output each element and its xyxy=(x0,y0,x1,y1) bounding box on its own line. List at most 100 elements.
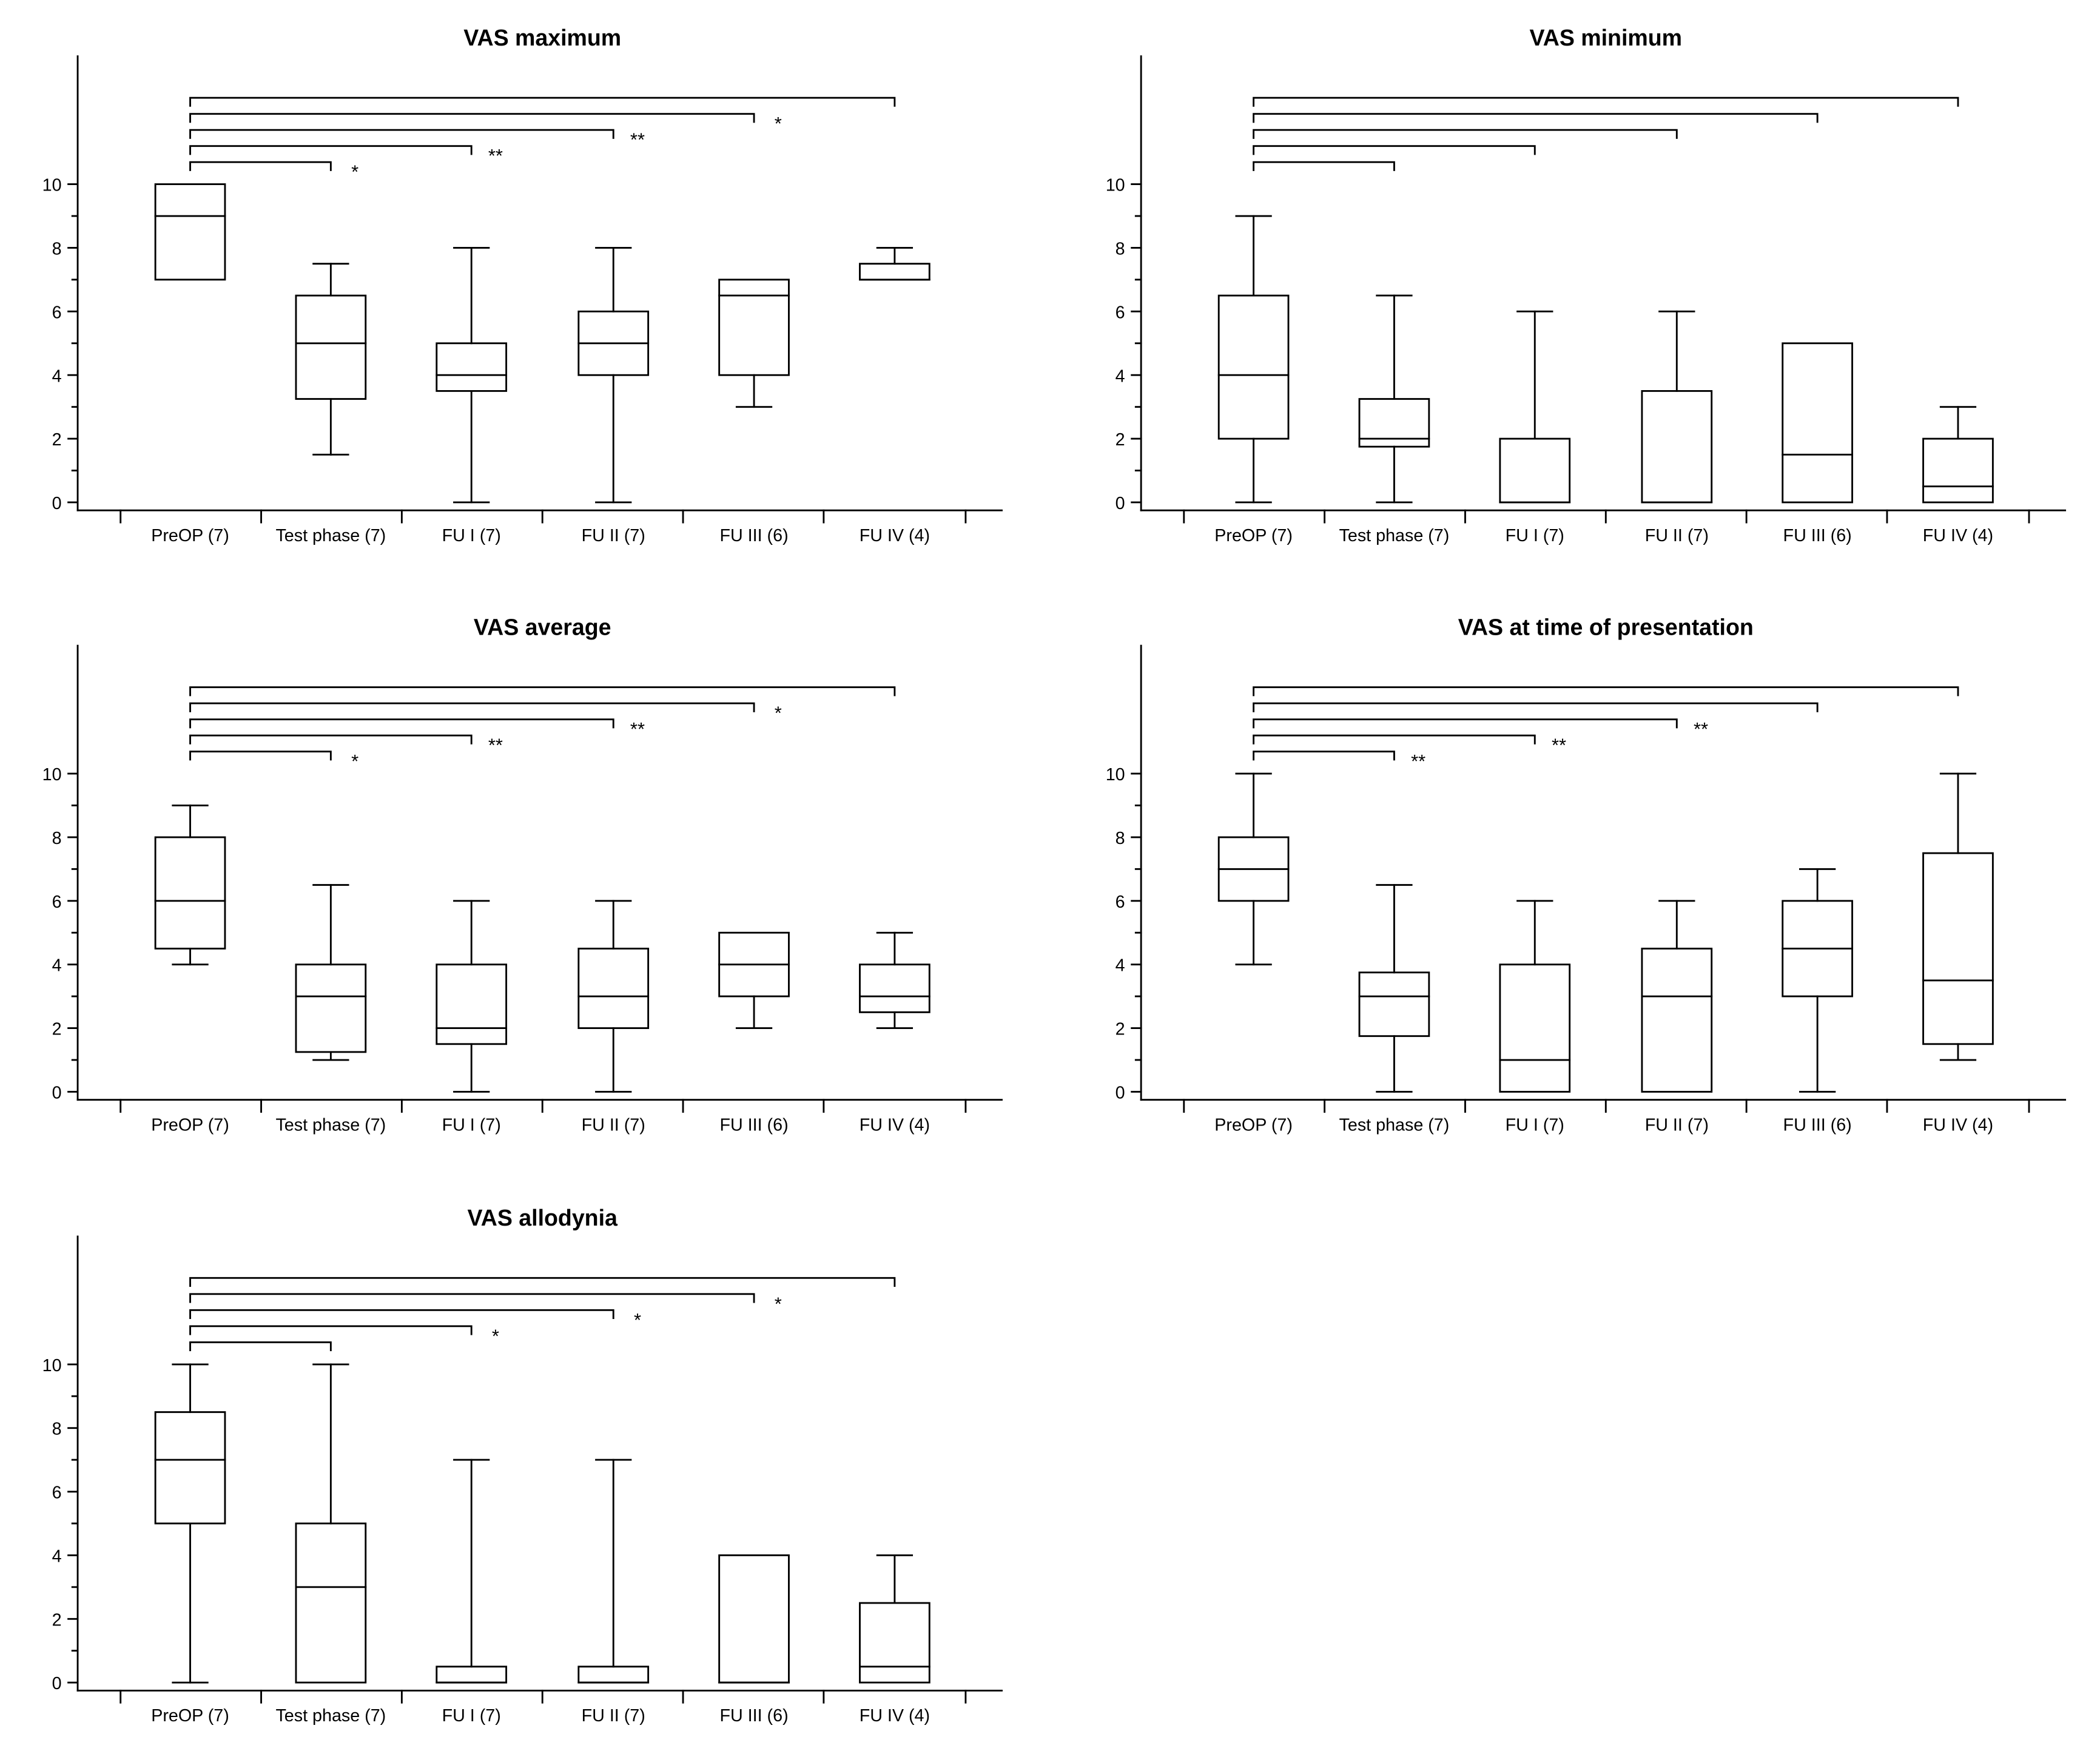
x-category-label: FU II (7) xyxy=(1645,1115,1709,1135)
box-4 xyxy=(718,1554,790,1684)
x-category-label: FU III (6) xyxy=(1783,1115,1852,1135)
y-tick-label: 0 xyxy=(1116,494,1125,513)
x-category-label: FU IV (4) xyxy=(1923,1115,1993,1135)
y-tick-label: 4 xyxy=(1116,366,1125,386)
x-category-label: FU IV (4) xyxy=(860,1115,930,1135)
y-tick-label: 8 xyxy=(52,240,62,259)
box-2 xyxy=(1499,310,1571,504)
x-category-label: FU II (7) xyxy=(582,1706,645,1726)
box-4 xyxy=(1782,342,1853,504)
box-5 xyxy=(1922,406,1994,504)
significance-bracket xyxy=(189,686,896,697)
y-tick-label: 6 xyxy=(1116,892,1125,912)
box-1 xyxy=(295,263,367,456)
iqr-box xyxy=(1217,294,1290,440)
significance-bracket xyxy=(1253,129,1678,139)
box-3 xyxy=(1641,310,1713,504)
significance-marker: ** xyxy=(1411,751,1425,772)
box-2 xyxy=(436,247,508,504)
iqr-box xyxy=(859,1602,931,1684)
x-category-label: Test phase (7) xyxy=(275,526,386,545)
iqr-box xyxy=(295,294,367,400)
chart-title: VAS average xyxy=(474,615,611,640)
box-2 xyxy=(1499,900,1571,1093)
box-4 xyxy=(1782,868,1853,1093)
x-category-label: FU III (6) xyxy=(719,1115,788,1135)
y-tick-label: 4 xyxy=(52,366,62,386)
x-category-label: FU II (7) xyxy=(1645,526,1709,545)
chart-panel-vas-allodynia: VAS allodynia 0 2 4 6 8 10 PreOP (7) Test phase … xyxy=(42,1205,1003,1726)
box-4 xyxy=(718,931,790,1030)
iqr-box xyxy=(1922,437,1994,504)
significance-bracket xyxy=(1253,113,1819,123)
significance-marker: ** xyxy=(630,129,645,150)
iqr-box xyxy=(577,1665,650,1684)
box-1 xyxy=(295,884,367,1061)
significance-bracket xyxy=(1253,96,1959,107)
box-0 xyxy=(1217,215,1290,504)
x-category-label: PreOP (7) xyxy=(151,1706,229,1726)
x-category-label: FU II (7) xyxy=(582,526,645,545)
chart-title: VAS at time of presentation xyxy=(1458,615,1754,640)
iqr-box xyxy=(1499,437,1571,504)
significance-bracket xyxy=(189,96,896,107)
significance-bracket xyxy=(189,1293,755,1303)
box-2 xyxy=(436,1459,508,1684)
box-5 xyxy=(1922,772,1994,1061)
significance-bracket xyxy=(1253,161,1395,171)
x-category-label: FU IV (4) xyxy=(1923,526,1993,545)
y-tick-label: 4 xyxy=(1116,956,1125,976)
chart-title: VAS allodynia xyxy=(468,1205,619,1230)
significance-marker: ** xyxy=(630,718,645,740)
x-category-label: Test phase (7) xyxy=(1339,526,1450,545)
box-5 xyxy=(859,247,931,281)
iqr-box xyxy=(1922,852,1994,1045)
box-3 xyxy=(577,247,650,504)
significance-bracket xyxy=(189,702,755,712)
box-0 xyxy=(154,183,226,281)
y-tick-label: 10 xyxy=(1106,176,1125,195)
significance-marker: ** xyxy=(488,735,503,756)
significance-bracket xyxy=(189,751,332,761)
y-tick-label: 0 xyxy=(52,1083,62,1102)
x-category-label: Test phase (7) xyxy=(1339,1115,1450,1135)
box-3 xyxy=(577,900,650,1093)
significance-bracket xyxy=(1253,686,1959,697)
significance-marker: * xyxy=(775,1293,782,1314)
x-category-label: FU I (7) xyxy=(442,526,501,545)
x-category-label: PreOP (7) xyxy=(1214,1115,1293,1135)
significance-bracket xyxy=(189,1341,332,1352)
y-tick-label: 8 xyxy=(1116,829,1125,848)
significance-bracket xyxy=(1253,751,1395,761)
box-1 xyxy=(1358,294,1430,504)
iqr-box xyxy=(436,1665,508,1684)
iqr-box xyxy=(1358,398,1430,448)
significance-bracket xyxy=(189,1309,614,1320)
chart-panel-vas-at-time-of-presentation: VAS at time of presentation 0 2 4 6 8 10 PreOP … xyxy=(1106,615,2067,1135)
y-tick-label: 8 xyxy=(52,1420,62,1439)
chart-title: VAS maximum xyxy=(463,25,621,50)
iqr-box xyxy=(1358,971,1430,1037)
significance-marker: ** xyxy=(1694,718,1708,740)
iqr-box xyxy=(718,1554,790,1684)
y-tick-label: 2 xyxy=(52,1610,62,1630)
y-tick-label: 2 xyxy=(52,1020,62,1039)
x-category-label: FU III (6) xyxy=(719,1706,788,1726)
chart-panel-vas-average: VAS average 0 2 4 6 8 10 PreOP (7) Test phase (7… xyxy=(42,615,1003,1135)
chart-title: VAS minimum xyxy=(1530,25,1683,50)
iqr-box xyxy=(1641,390,1713,504)
x-category-label: Test phase (7) xyxy=(275,1706,386,1726)
box-2 xyxy=(436,900,508,1093)
x-category-label: FU IV (4) xyxy=(860,526,930,545)
significance-bracket xyxy=(189,1277,896,1287)
y-tick-label: 10 xyxy=(42,765,62,784)
significance-bracket xyxy=(1253,734,1536,744)
significance-bracket xyxy=(1253,718,1678,729)
y-tick-label: 0 xyxy=(52,1674,62,1693)
y-tick-label: 10 xyxy=(42,176,62,195)
y-tick-label: 8 xyxy=(1116,240,1125,259)
y-tick-label: 6 xyxy=(1116,303,1125,322)
box-0 xyxy=(154,1363,226,1684)
y-tick-label: 10 xyxy=(42,1356,62,1375)
